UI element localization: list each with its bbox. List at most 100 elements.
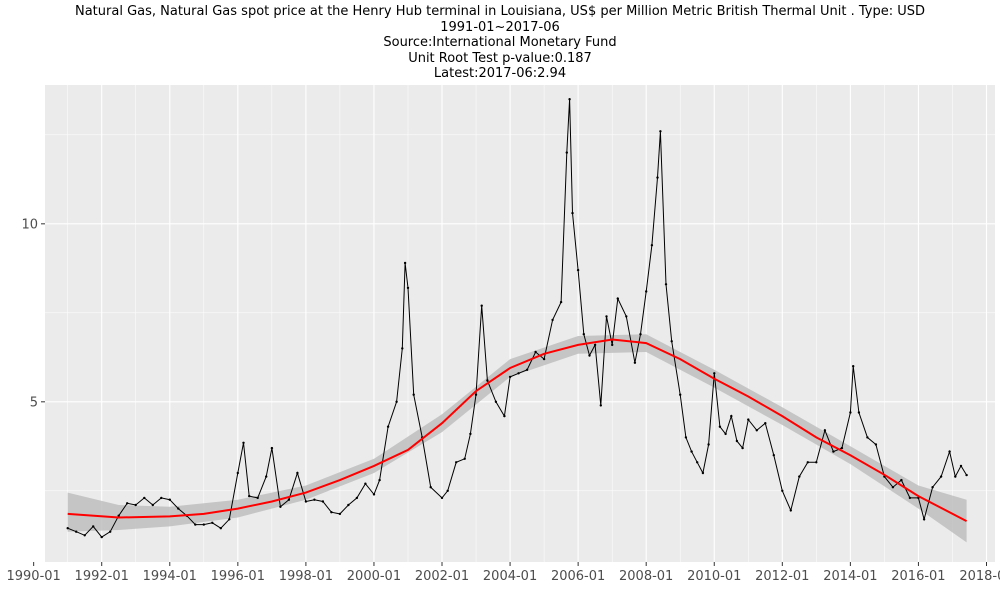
- data-point: [605, 315, 608, 318]
- data-point: [730, 414, 733, 418]
- data-point: [772, 454, 775, 457]
- data-point: [406, 286, 410, 290]
- data-point: [313, 498, 316, 501]
- data-point: [446, 489, 449, 492]
- data-point: [401, 347, 404, 350]
- title-line-4: Unit Root Test p-value:0.187: [408, 50, 592, 66]
- data-point: [378, 478, 381, 482]
- title-line-3: Source:International Monetary Fund: [383, 35, 617, 50]
- data-point: [168, 498, 171, 501]
- data-point: [701, 471, 705, 475]
- grid-lines: [33, 85, 995, 562]
- data-point: [92, 525, 95, 528]
- data-point: [852, 365, 855, 368]
- data-point: [806, 461, 809, 464]
- data-point: [582, 333, 585, 336]
- price-points: [66, 98, 968, 539]
- data-point: [718, 425, 722, 428]
- data-point: [270, 446, 274, 450]
- data-point: [690, 450, 693, 453]
- data-point: [469, 432, 472, 436]
- data-point: [503, 414, 506, 418]
- title-line-5: Latest:2017-06:2.94: [433, 66, 567, 81]
- data-point: [823, 429, 827, 432]
- title-line-1: Natural Gas, Natural Gas spot price at t…: [74, 4, 926, 19]
- x-tick-label: 1996-01: [211, 569, 265, 584]
- data-point: [922, 518, 926, 521]
- x-tick-label: 1994-01: [143, 569, 197, 584]
- data-point: [789, 509, 792, 512]
- data-point: [160, 496, 163, 500]
- data-point: [151, 503, 154, 507]
- data-point: [908, 496, 912, 500]
- data-point: [474, 393, 478, 396]
- data-point: [440, 496, 444, 500]
- data-point: [707, 443, 710, 446]
- x-tick-label: 2016-01: [891, 569, 945, 584]
- data-point: [939, 475, 943, 478]
- data-point: [599, 404, 602, 407]
- data-point: [840, 446, 844, 450]
- x-tick-label: 2018-01: [959, 569, 1000, 584]
- x-tick-label: 2000-01: [347, 569, 401, 584]
- data-point: [542, 357, 546, 361]
- chart-title: Natural Gas, Natural Gas spot price at t…: [0, 4, 1000, 82]
- data-point: [724, 432, 727, 436]
- plot-panel: [45, 85, 995, 562]
- data-point: [248, 494, 251, 498]
- data-point: [625, 315, 628, 318]
- data-point: [296, 471, 299, 475]
- data-point: [194, 523, 197, 526]
- data-point: [279, 505, 282, 508]
- data-point: [256, 496, 259, 500]
- data-point: [338, 512, 342, 516]
- data-point: [747, 418, 750, 421]
- data-point: [832, 450, 835, 453]
- y-tick-label: 10: [21, 217, 38, 232]
- data-point: [679, 393, 682, 396]
- smooth-trend-line: [67, 338, 968, 522]
- data-point: [534, 350, 537, 354]
- data-point: [304, 500, 308, 503]
- x-tick-label: 2004-01: [483, 569, 537, 584]
- data-point: [900, 478, 903, 482]
- data-point: [551, 318, 554, 322]
- data-point: [616, 297, 619, 300]
- title-line-2: 1991-01~2017-06: [440, 19, 560, 35]
- data-point: [588, 354, 591, 357]
- data-point: [857, 411, 861, 414]
- data-point: [265, 475, 268, 478]
- data-point: [486, 379, 489, 382]
- data-point: [455, 461, 458, 464]
- data-point: [372, 493, 376, 496]
- data-point: [525, 368, 529, 371]
- data-point: [364, 482, 367, 485]
- x-tick-label: 2008-01: [619, 569, 673, 584]
- tick-labels: 1990-01 1992-01 1994-01 1996-01 1998-01 2000-…: [6, 217, 1000, 584]
- data-point: [202, 523, 205, 526]
- data-point: [228, 518, 231, 521]
- data-point: [429, 486, 432, 489]
- data-point: [321, 500, 325, 503]
- data-point: [109, 530, 112, 533]
- data-point: [874, 443, 878, 446]
- x-tick-label: 1998-01: [279, 569, 333, 584]
- data-point: [664, 283, 668, 286]
- data-point: [463, 457, 466, 460]
- data-point: [815, 461, 818, 464]
- data-point: [236, 471, 239, 475]
- data-point: [508, 375, 512, 379]
- data-point: [611, 343, 614, 347]
- data-point: [395, 400, 398, 403]
- data-point: [559, 300, 563, 304]
- data-point: [287, 498, 291, 501]
- data-point: [66, 527, 69, 530]
- confidence-band: [67, 334, 967, 543]
- data-point: [517, 372, 520, 375]
- data-point: [83, 534, 86, 537]
- x-tick-label: 1990-01: [6, 569, 60, 584]
- data-point: [480, 304, 483, 307]
- data-point: [713, 372, 716, 375]
- data-point: [633, 361, 637, 364]
